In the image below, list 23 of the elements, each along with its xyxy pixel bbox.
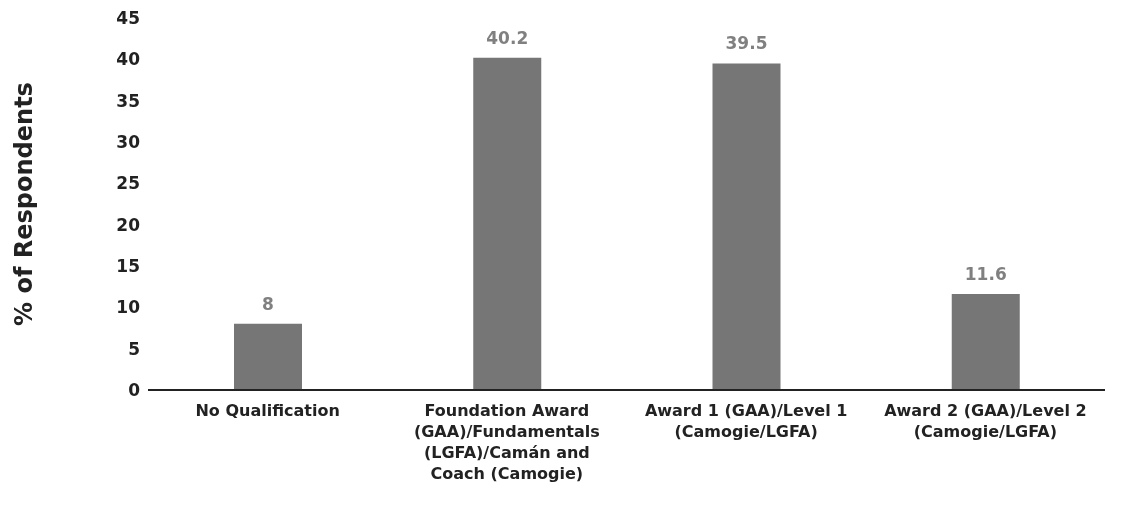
y-tick-label: 20 (116, 214, 141, 235)
bar (712, 63, 781, 390)
x-tick-label: Award 1 (GAA)/Level 1 (Camogie/LGFA) (644, 401, 848, 441)
y-tick-label: 35 (116, 90, 140, 111)
y-tick-label: 25 (116, 173, 140, 194)
y-tick-label: 15 (116, 256, 140, 277)
y-axis-title: % of Respondents (9, 82, 38, 326)
y-tick-label: 30 (116, 132, 141, 153)
bar (951, 294, 1020, 390)
y-tick-label: 40 (116, 49, 141, 70)
x-tick-label: Award 2 (GAA)/Level 2 (Camogie/LGFA) (884, 401, 1087, 441)
data-label: 11.6 (964, 264, 1007, 285)
bar (473, 57, 542, 390)
data-label: 39.5 (725, 33, 768, 54)
x-tick-label: No Qualification (195, 401, 340, 420)
y-tick-label: 45 (116, 8, 140, 29)
y-tick-label: 10 (116, 297, 141, 318)
x-tick-label: Foundation Award (GAA)/Fundamentals (LGFA)/Camán and Coach (Camogie) (413, 401, 600, 483)
data-label: 40.2 (486, 27, 529, 48)
y-tick-label: 0 (128, 380, 141, 401)
data-label: 8 (262, 293, 274, 314)
bar (234, 323, 302, 390)
y-tick-label: 5 (128, 338, 140, 359)
